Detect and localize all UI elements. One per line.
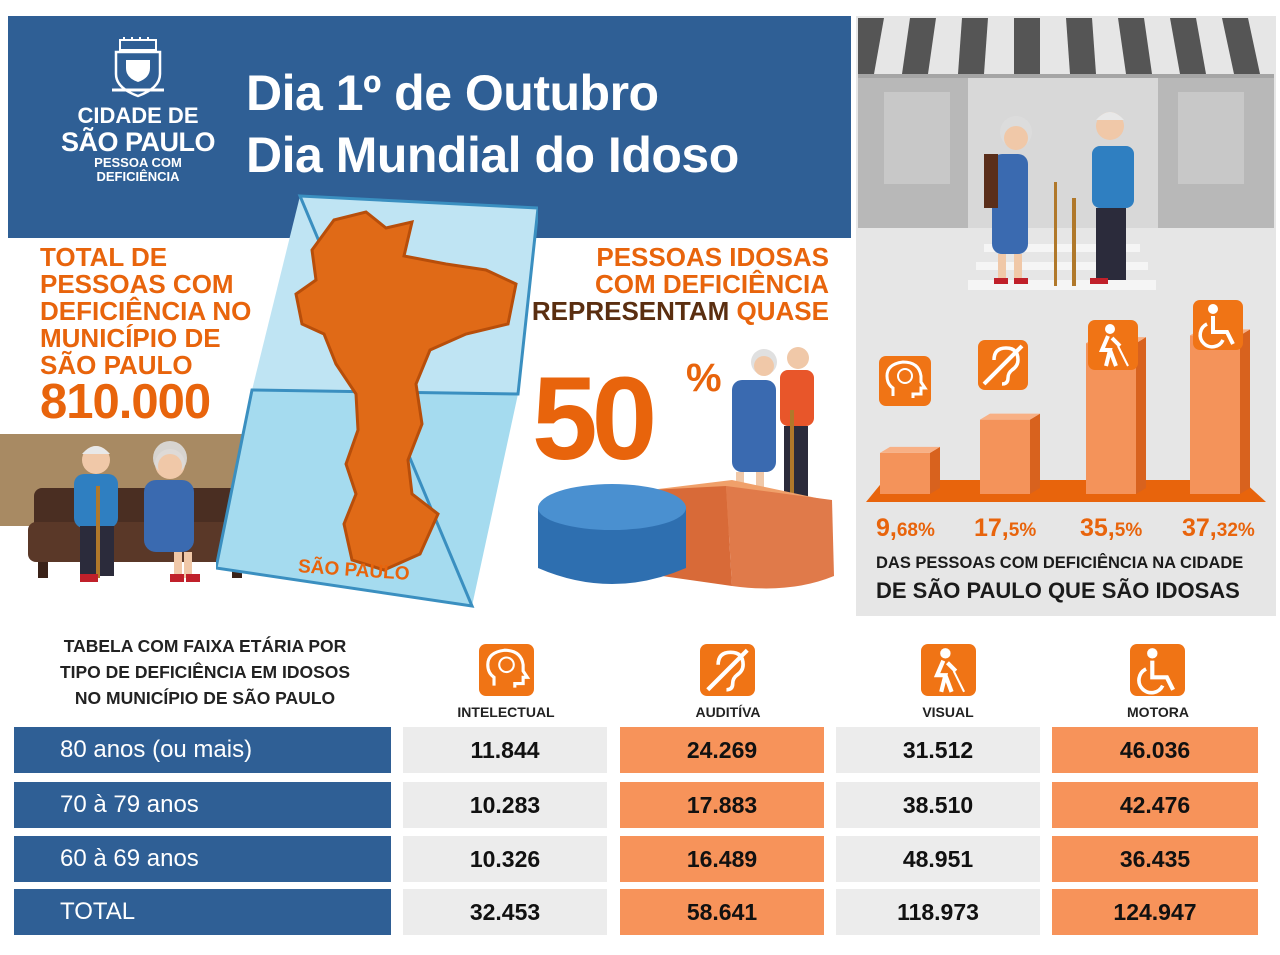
- intellectual-head-icon: [879, 356, 931, 406]
- table-cell: 124.947: [1052, 889, 1258, 935]
- headline-line2: Dia Mundial do Idoso: [246, 127, 739, 183]
- table-cell: 36.435: [1052, 836, 1258, 882]
- coat-of-arms-icon: [112, 37, 164, 98]
- table-cell: 46.036: [1052, 727, 1258, 773]
- pct-int: 9,: [876, 514, 897, 542]
- table-cell: 16.489: [620, 836, 824, 882]
- pct-dec: 5%: [1008, 520, 1037, 541]
- sao-paulo-map-illustration: [216, 194, 538, 608]
- wheelchair-icon: [1193, 300, 1243, 350]
- table-cell: 38.510: [836, 782, 1040, 828]
- elderly-couple-store-illustration: [858, 18, 1274, 318]
- total-text-line1: TOTAL DE: [40, 242, 168, 272]
- table-cell: 10.326: [403, 836, 607, 882]
- bar-0: [880, 446, 940, 494]
- table-cell: 48.951: [836, 836, 1040, 882]
- pct-dec: 68%: [896, 520, 935, 541]
- pct-dec: 32%: [1216, 520, 1255, 541]
- column-visual-icon: [921, 644, 976, 696]
- table-title-line3: NO MUNICÍPIO DE SÃO PAULO: [74, 688, 336, 708]
- total-text-line2: PESSOAS COM: [40, 269, 234, 299]
- row-label-total: TOTAL: [14, 889, 391, 935]
- represent-text: REPRESENTAM: [531, 296, 737, 326]
- table-cell: 32.453: [403, 889, 607, 935]
- table-cell: 58.641: [620, 889, 824, 935]
- table-cell: 42.476: [1052, 782, 1258, 828]
- total-text-line3: DEFICIÊNCIA NO: [40, 296, 252, 326]
- table-cell: 31.512: [836, 727, 1040, 773]
- row-label-70-79: 70 à 79 anos: [14, 782, 391, 828]
- table-cell: 17.883: [620, 782, 824, 828]
- logo-text-line4: DEFICIÊNCIA: [96, 169, 180, 184]
- column-header-visual: VISUAL: [922, 704, 974, 720]
- column-header-intellectual: INTELECTUAL: [457, 704, 555, 720]
- row-label-60-69: 60 à 69 anos: [14, 836, 391, 882]
- pct-label-hearing: 17,5%: [974, 514, 1036, 543]
- headline-line1: Dia 1º de Outubro: [246, 65, 659, 121]
- caption-line1: DAS PESSOAS COM DEFICIÊNCIA NA CIDADE: [876, 554, 1244, 572]
- bar-1: [980, 413, 1040, 494]
- blind-walking-cane-icon: [1088, 320, 1138, 370]
- caption-line2: DE SÃO PAULO QUE SÃO IDOSAS: [876, 578, 1240, 603]
- logo-text-line2: SÃO PAULO: [60, 127, 216, 157]
- total-value: 810.000: [40, 375, 211, 429]
- total-text-line5: SÃO PAULO: [40, 350, 193, 380]
- pie-half-illustration: [538, 347, 834, 589]
- column-intellectual-icon: [479, 644, 534, 696]
- pct-int: 37,: [1182, 514, 1217, 542]
- total-text-line4: MUNICÍPIO DE: [40, 323, 221, 353]
- idosas-text-line2: COM DEFICIÊNCIA: [595, 269, 829, 299]
- bar-3: [1190, 329, 1250, 494]
- idosas-text-line1: PESSOAS IDOSAS: [596, 242, 829, 272]
- chart-base: [866, 480, 1266, 502]
- city-logo: CIDADE DE SÃO PAULO PESSOA COM DEFICIÊNC…: [48, 36, 228, 184]
- percent-sign: %: [686, 356, 722, 400]
- table-cell: 11.844: [403, 727, 607, 773]
- pct-int: 17,: [974, 514, 1009, 542]
- pct-int: 35,: [1080, 514, 1115, 542]
- row-label-80-plus: 80 anos (ou mais): [14, 727, 391, 773]
- pct-label-motor: 37,32%: [1182, 514, 1255, 543]
- quase-highlight: QUASE: [736, 296, 829, 326]
- column-header-hearing: AUDITÍVA: [695, 704, 761, 720]
- pct-label-intellectual: 9,68%: [876, 514, 935, 543]
- column-header-motor: MOTORA: [1127, 704, 1189, 720]
- pct-dec: 5%: [1114, 520, 1143, 541]
- column-motor-icon: [1130, 644, 1185, 696]
- table-cell: 24.269: [620, 727, 824, 773]
- table-cell: 10.283: [403, 782, 607, 828]
- idosas-text-line3: REPRESENTAM QUASE: [509, 298, 829, 325]
- table-cell: 118.973: [836, 889, 1040, 935]
- logo-text-line1: CIDADE DE: [77, 103, 199, 128]
- hearing-impaired-icon: [978, 340, 1028, 390]
- column-hearing-icon: [700, 644, 755, 696]
- fifty-value: 50: [532, 353, 657, 485]
- logo-text-line3: PESSOA COM: [94, 155, 182, 170]
- pct-label-visual: 35,5%: [1080, 514, 1142, 543]
- table-title-line1: TABELA COM FAIXA ETÁRIA POR: [63, 636, 347, 656]
- table-title-line2: TIPO DE DEFICIÊNCIA EM IDOSOS: [59, 662, 351, 682]
